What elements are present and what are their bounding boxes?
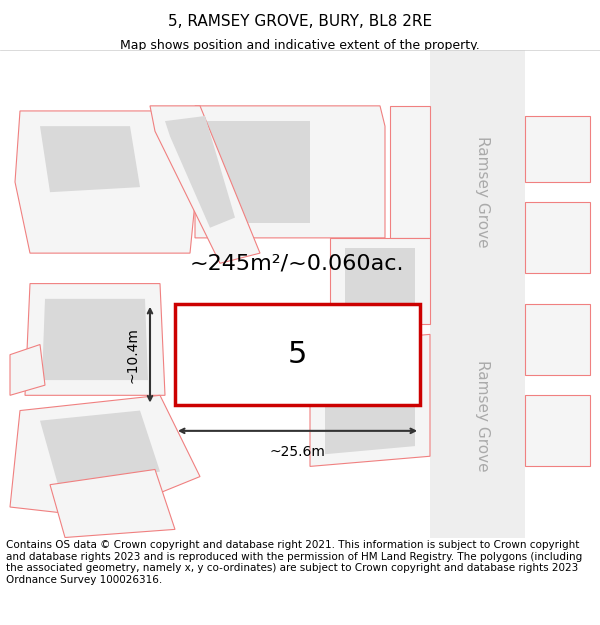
Bar bbox=[205, 319, 335, 390]
Polygon shape bbox=[165, 116, 235, 228]
Text: Map shows position and indicative extent of the property.: Map shows position and indicative extent… bbox=[120, 39, 480, 52]
Polygon shape bbox=[525, 396, 590, 466]
Polygon shape bbox=[195, 106, 385, 238]
Text: Contains OS data © Crown copyright and database right 2021. This information is : Contains OS data © Crown copyright and d… bbox=[6, 540, 582, 585]
Polygon shape bbox=[325, 346, 415, 454]
Polygon shape bbox=[205, 121, 310, 222]
Polygon shape bbox=[525, 304, 590, 375]
Polygon shape bbox=[42, 299, 148, 380]
Text: 5, RAMSEY GROVE, BURY, BL8 2RE: 5, RAMSEY GROVE, BURY, BL8 2RE bbox=[168, 14, 432, 29]
Polygon shape bbox=[15, 111, 200, 253]
Polygon shape bbox=[525, 116, 590, 182]
Text: ~245m²/~0.060ac.: ~245m²/~0.060ac. bbox=[190, 253, 404, 273]
Polygon shape bbox=[525, 304, 590, 375]
Polygon shape bbox=[525, 202, 590, 274]
Bar bbox=[175, 304, 420, 406]
Text: 5: 5 bbox=[288, 340, 307, 369]
Polygon shape bbox=[40, 411, 160, 492]
Polygon shape bbox=[525, 396, 590, 466]
Polygon shape bbox=[330, 238, 430, 324]
Polygon shape bbox=[310, 334, 430, 466]
Bar bbox=[430, 50, 525, 538]
Polygon shape bbox=[345, 248, 415, 314]
Polygon shape bbox=[390, 106, 430, 238]
Text: Ramsey Grove: Ramsey Grove bbox=[475, 360, 490, 471]
Polygon shape bbox=[525, 202, 590, 274]
Polygon shape bbox=[10, 344, 45, 396]
Polygon shape bbox=[60, 471, 170, 536]
Text: ~10.4m: ~10.4m bbox=[126, 327, 140, 382]
Polygon shape bbox=[50, 469, 175, 538]
Polygon shape bbox=[150, 106, 260, 263]
Polygon shape bbox=[10, 396, 200, 518]
Polygon shape bbox=[25, 284, 165, 396]
Text: ~25.6m: ~25.6m bbox=[269, 445, 325, 459]
Text: Ramsey Grove: Ramsey Grove bbox=[475, 136, 490, 248]
Polygon shape bbox=[40, 126, 140, 192]
Polygon shape bbox=[525, 116, 590, 182]
